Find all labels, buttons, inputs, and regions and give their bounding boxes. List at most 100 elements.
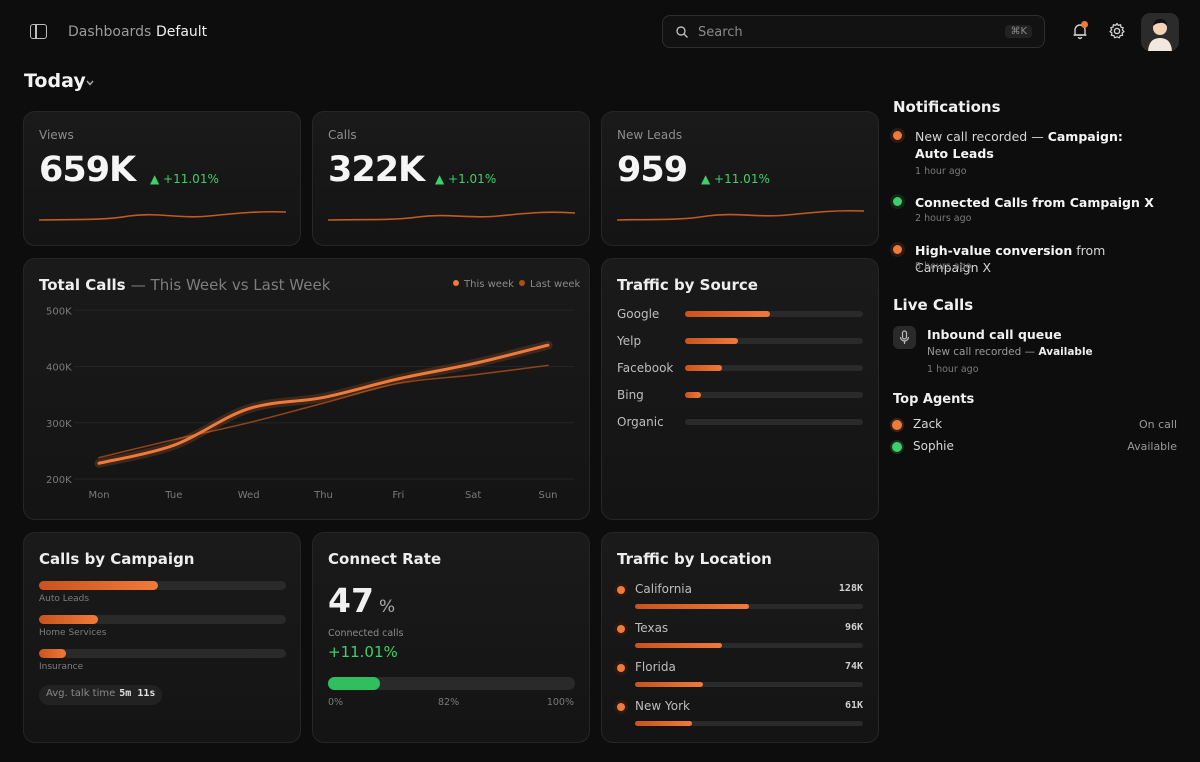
search-placeholder: Search xyxy=(698,25,743,40)
location-bar-fill xyxy=(635,721,692,726)
x-tick-label: Fri xyxy=(392,490,404,501)
avg-talk-time-badge: Avg. talk time 5m 11s xyxy=(39,685,163,705)
legend-dot xyxy=(453,280,459,286)
notification-text: New call recorded — Campaign: Auto Leads xyxy=(915,129,1123,161)
page-title[interactable]: Today xyxy=(24,70,86,92)
legend-dot xyxy=(519,280,525,286)
agent-name[interactable]: Sophie xyxy=(913,439,954,453)
source-label: Bing xyxy=(617,388,644,402)
live-call-item[interactable] xyxy=(893,326,916,349)
notification-text: Connected Calls from Campaign X xyxy=(915,195,1154,210)
agent-status-dot xyxy=(892,420,902,430)
campaign-bar-fill xyxy=(39,615,99,624)
kpi-label: Calls xyxy=(328,128,357,142)
source-label: Yelp xyxy=(617,334,642,348)
search-input[interactable]: Search ⌘K xyxy=(662,15,1045,48)
avatar[interactable] xyxy=(1141,13,1179,51)
traffic-location-card: Traffic by Location California 128K Texa… xyxy=(601,532,879,743)
chart-subtitle: — This Week vs Last Week xyxy=(130,276,331,294)
progress-tick: 0% xyxy=(328,697,344,708)
progress-tick: 82% xyxy=(438,697,460,708)
source-bar xyxy=(685,311,863,317)
source-bar xyxy=(685,365,863,371)
x-tick-label: Tue xyxy=(164,490,182,501)
source-label: Google xyxy=(617,307,660,321)
location-value: 96K xyxy=(844,622,863,633)
bell-icon[interactable] xyxy=(1071,22,1089,40)
source-bar-fill xyxy=(685,338,739,344)
series-line-this-week xyxy=(97,343,550,465)
campaign-bar-fill xyxy=(39,581,158,590)
campaign-bar xyxy=(39,581,286,590)
source-bar xyxy=(685,338,863,344)
campaign-bar xyxy=(39,615,286,624)
agent-name[interactable]: Zack xyxy=(913,417,943,431)
agent-status: Available xyxy=(1127,440,1177,453)
chevron-down-icon[interactable] xyxy=(86,80,94,86)
y-tick-label: 400K xyxy=(46,363,72,374)
source-bar xyxy=(685,392,863,398)
x-tick-label: Sat xyxy=(465,490,481,501)
x-tick-label: Sun xyxy=(538,490,557,501)
breadcrumb-dashboards[interactable]: Dashboards xyxy=(68,24,152,40)
calls-sparkline xyxy=(328,211,575,221)
campaign-label: Insurance xyxy=(39,662,84,672)
campaign-label: Home Services xyxy=(39,628,107,638)
notification-badge xyxy=(1081,21,1088,28)
top-agents-title: Top Agents xyxy=(893,392,975,407)
agent-status-dot xyxy=(892,442,902,452)
notification-text: High-value conversion from Campaign X xyxy=(915,243,1106,275)
kpi-delta: ▲ +11.01% xyxy=(150,172,219,186)
kpi-value: 959 xyxy=(617,150,688,190)
x-tick-label: Wed xyxy=(238,490,260,501)
source-label: Facebook xyxy=(617,361,674,375)
total-calls-chart: 500K 400K 300K 200K Mon Tue Wed Thu Fri Sat Sun xyxy=(46,306,574,501)
source-bar-fill xyxy=(685,392,702,398)
connect-rate-value: 47% xyxy=(328,581,396,620)
legend-last-week[interactable]: Last week xyxy=(519,279,580,290)
kpi-label: New Leads xyxy=(617,128,683,142)
location-value: 61K xyxy=(844,700,863,711)
kpi-delta: ▲ +1.01% xyxy=(435,172,497,186)
card-title: Traffic by Location xyxy=(617,550,772,568)
notification-time: 2 hours ago xyxy=(915,213,972,224)
notification-dot xyxy=(893,197,902,206)
connect-rate-fill xyxy=(328,677,380,690)
notifications-title: Notifications xyxy=(893,98,1001,116)
source-bar-fill xyxy=(685,365,723,371)
location-bar-fill xyxy=(635,682,704,687)
source-label: Organic xyxy=(617,415,664,429)
location-bar-fill xyxy=(635,643,722,648)
y-tick-label: 500K xyxy=(46,306,72,317)
y-tick-label: 300K xyxy=(46,419,72,430)
connect-rate-card: Connect Rate 47% Connected calls +11.01%… xyxy=(312,532,590,743)
leads-sparkline xyxy=(617,209,864,221)
legend-this-week[interactable]: This week xyxy=(453,279,514,290)
queue-title[interactable]: Inbound call queue xyxy=(927,327,1062,342)
x-tick-label: Thu xyxy=(313,490,333,501)
progress-tick: 100% xyxy=(546,697,574,708)
location-value: 128K xyxy=(838,583,863,594)
series-line-last-week xyxy=(98,364,549,459)
top-bar: Dashboards Default Search ⌘K xyxy=(0,0,1200,64)
gear-icon[interactable] xyxy=(1108,22,1126,40)
kpi-card-views: Views 659K ▲ +11.01% xyxy=(23,111,301,246)
user-avatar-icon xyxy=(1148,19,1172,51)
live-calls-title: Live Calls xyxy=(893,296,974,314)
campaign-label: Auto Leads xyxy=(39,594,90,604)
campaign-card: Calls by Campaign Auto Leads Home Servic… xyxy=(23,532,301,743)
location-value: 74K xyxy=(844,661,863,672)
location-dot xyxy=(617,703,625,711)
connect-rate-delta: +11.01% xyxy=(328,643,398,661)
card-title: Connect Rate xyxy=(328,550,442,568)
breadcrumb-current: Default xyxy=(156,24,208,40)
location-bar xyxy=(635,643,863,648)
location-name: California xyxy=(635,582,692,596)
location-dot xyxy=(617,586,625,594)
sidebar-toggle-icon[interactable] xyxy=(30,24,47,39)
notification-dot xyxy=(893,131,902,140)
connect-rate-progress xyxy=(328,677,575,690)
kpi-label: Views xyxy=(39,128,74,142)
total-calls-card: Total Calls — This Week vs Last Week Thi… xyxy=(23,258,590,520)
search-shortcut-badge: ⌘K xyxy=(1005,25,1032,38)
